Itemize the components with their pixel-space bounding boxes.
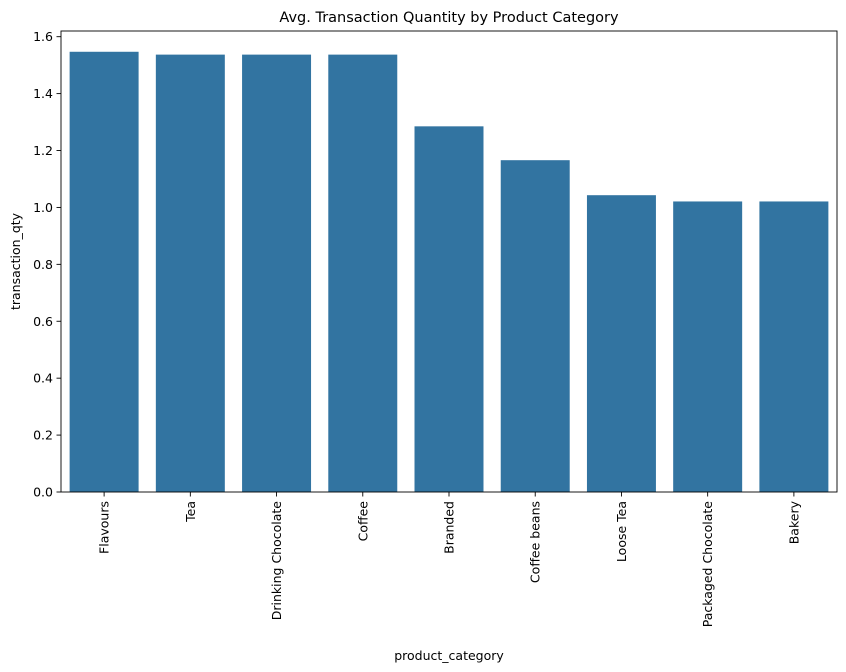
bar bbox=[155, 54, 225, 492]
x-tick-label: Bakery bbox=[786, 500, 801, 544]
x-tick-label: Loose Tea bbox=[614, 501, 629, 562]
y-axis-ticks: 0.0 0.2 0.4 0.6 0.8 1.0 1.2 1.4 1.6 bbox=[33, 29, 61, 500]
x-tick-label: Drinking Chocolate bbox=[269, 501, 284, 621]
y-tick-label: 1.4 bbox=[33, 86, 53, 101]
y-tick-label: 0.2 bbox=[33, 428, 53, 443]
bars-group bbox=[69, 51, 829, 492]
chart-title: Avg. Transaction Quantity by Product Cat… bbox=[279, 10, 619, 26]
y-tick-label: 1.0 bbox=[33, 200, 53, 215]
x-axis-label: product_category bbox=[394, 648, 504, 663]
y-tick-label: 0.0 bbox=[33, 485, 53, 500]
x-tick-label: Tea bbox=[183, 501, 198, 523]
bar bbox=[673, 201, 743, 492]
bar bbox=[759, 201, 829, 492]
x-tick-label: Coffee bbox=[355, 501, 370, 542]
x-tick-label: Branded bbox=[442, 501, 457, 554]
bar bbox=[69, 51, 139, 492]
plot-frame bbox=[60, 30, 838, 493]
x-axis-ticks: Flavours Tea Drinking Chocolate Coffee Brand… bbox=[97, 492, 801, 628]
y-tick-label: 0.4 bbox=[33, 371, 53, 386]
x-tick-label: Packaged Chocolate bbox=[700, 501, 715, 628]
y-tick-label: 1.6 bbox=[33, 29, 53, 44]
x-tick-label: Flavours bbox=[97, 501, 112, 554]
bar bbox=[586, 195, 656, 492]
x-tick-label: Coffee beans bbox=[528, 501, 543, 583]
bar bbox=[500, 160, 570, 492]
y-tick-label: 0.6 bbox=[33, 314, 53, 329]
y-tick-label: 0.8 bbox=[33, 257, 53, 272]
bar bbox=[328, 54, 398, 492]
bar bbox=[242, 54, 312, 492]
y-axis-label: transaction_qty bbox=[8, 212, 23, 310]
bar bbox=[414, 126, 484, 492]
y-tick-label: 1.2 bbox=[33, 143, 53, 158]
